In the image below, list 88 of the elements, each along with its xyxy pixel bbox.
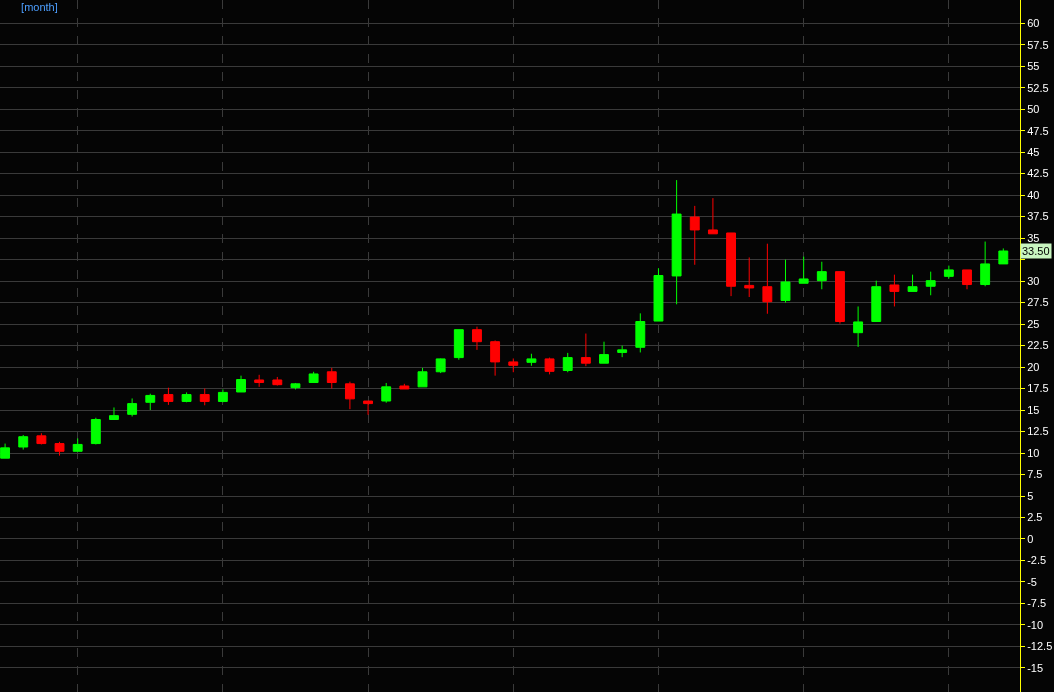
y-tick-label: 50 [1027, 103, 1040, 116]
candlestick [853, 305, 864, 348]
candlestick [599, 341, 609, 364]
candlestick [744, 256, 755, 298]
candlestick [871, 280, 882, 322]
candlestick [109, 406, 119, 420]
candlestick [835, 271, 845, 325]
candlestick [508, 357, 519, 373]
y-tick-label: 45 [1027, 146, 1040, 158]
candlestick [217, 388, 228, 403]
candlestick [780, 259, 791, 304]
candlestick [435, 357, 446, 374]
candlestick [580, 333, 591, 367]
candlestick [689, 205, 700, 266]
candlestick [962, 269, 972, 290]
candlestick [254, 374, 265, 388]
candlestick [762, 243, 773, 315]
candlestick [36, 432, 47, 445]
candlestick [453, 329, 464, 361]
y-tick-label: -7.5 [1027, 597, 1047, 610]
candlestick [980, 241, 991, 287]
y-tick-label: 7.5 [1027, 468, 1043, 481]
candlestick [544, 357, 555, 375]
chart-title: [month] [21, 1, 58, 14]
candlestick [399, 383, 410, 390]
annotation: 33.50 [1022, 245, 1050, 257]
y-tick-label: 27.5 [1027, 296, 1049, 309]
candlestick [363, 400, 374, 416]
candlestick [72, 437, 83, 452]
y-tick-label: 5 [1027, 489, 1034, 502]
candlestick [490, 339, 501, 377]
y-tick-label: 52.5 [1027, 81, 1049, 94]
y-tick-label: -10 [1027, 618, 1044, 631]
candlestick [145, 393, 156, 411]
candlestick [381, 382, 392, 404]
y-tick-label: 10 [1027, 446, 1040, 459]
candlestick [272, 376, 283, 387]
y-tick-label: 40 [1027, 188, 1040, 201]
y-tick-label: 47.5 [1027, 124, 1049, 137]
candlestick [617, 345, 628, 358]
candlestick [889, 274, 900, 307]
candlestick [236, 375, 246, 393]
candlestick [907, 274, 918, 292]
y-tick-label: 20 [1027, 360, 1040, 373]
candlestick [798, 256, 809, 284]
candlestick [290, 382, 301, 390]
y-tick-label: 0 [1027, 532, 1034, 545]
candlestick [671, 179, 682, 305]
y-tick-label: -5 [1027, 575, 1037, 588]
y-tick-label: 30 [1027, 274, 1040, 287]
y-tick-label: 15 [1027, 403, 1040, 416]
y-tick-label: 12.5 [1027, 425, 1049, 438]
candlestick [0, 443, 11, 459]
candlestick [127, 397, 138, 417]
candlestick [653, 267, 664, 322]
candlestick [472, 326, 482, 351]
candlestick [943, 265, 954, 280]
candlestick [707, 197, 718, 235]
y-tick-label: -2.5 [1027, 554, 1047, 567]
y-tick-label: 22.5 [1027, 339, 1049, 352]
y-tick-label: 60 [1027, 17, 1040, 30]
candlestick [54, 441, 65, 457]
candlestick [199, 388, 210, 406]
candlestick [726, 232, 737, 297]
y-tick-label: 35 [1027, 231, 1040, 244]
y-tick-label: -12.5 [1027, 640, 1053, 653]
candlestick [925, 271, 936, 296]
y-tick-label: 42.5 [1027, 167, 1049, 180]
candlestick [526, 353, 537, 367]
y-tick-label: 37.5 [1027, 210, 1049, 223]
candlestick [816, 261, 827, 290]
y-tick-label: 17.5 [1027, 382, 1049, 395]
candlestick [308, 371, 319, 384]
candlestick [18, 434, 29, 451]
y-tick-label: 57.5 [1027, 38, 1049, 51]
candlestick [181, 391, 192, 403]
candlestick [90, 417, 101, 445]
candlestick [562, 352, 573, 373]
y-tick-label: 25 [1027, 317, 1040, 330]
candlestick [163, 387, 174, 406]
candlestick [635, 312, 646, 353]
candlestick [417, 367, 428, 388]
y-tick-label: -15 [1027, 661, 1044, 674]
y-tick-label: 2.5 [1027, 511, 1043, 524]
candlestick [998, 247, 1009, 265]
y-tick-label: 55 [1027, 60, 1040, 73]
candlestick [344, 381, 355, 410]
candlestick [326, 367, 337, 390]
